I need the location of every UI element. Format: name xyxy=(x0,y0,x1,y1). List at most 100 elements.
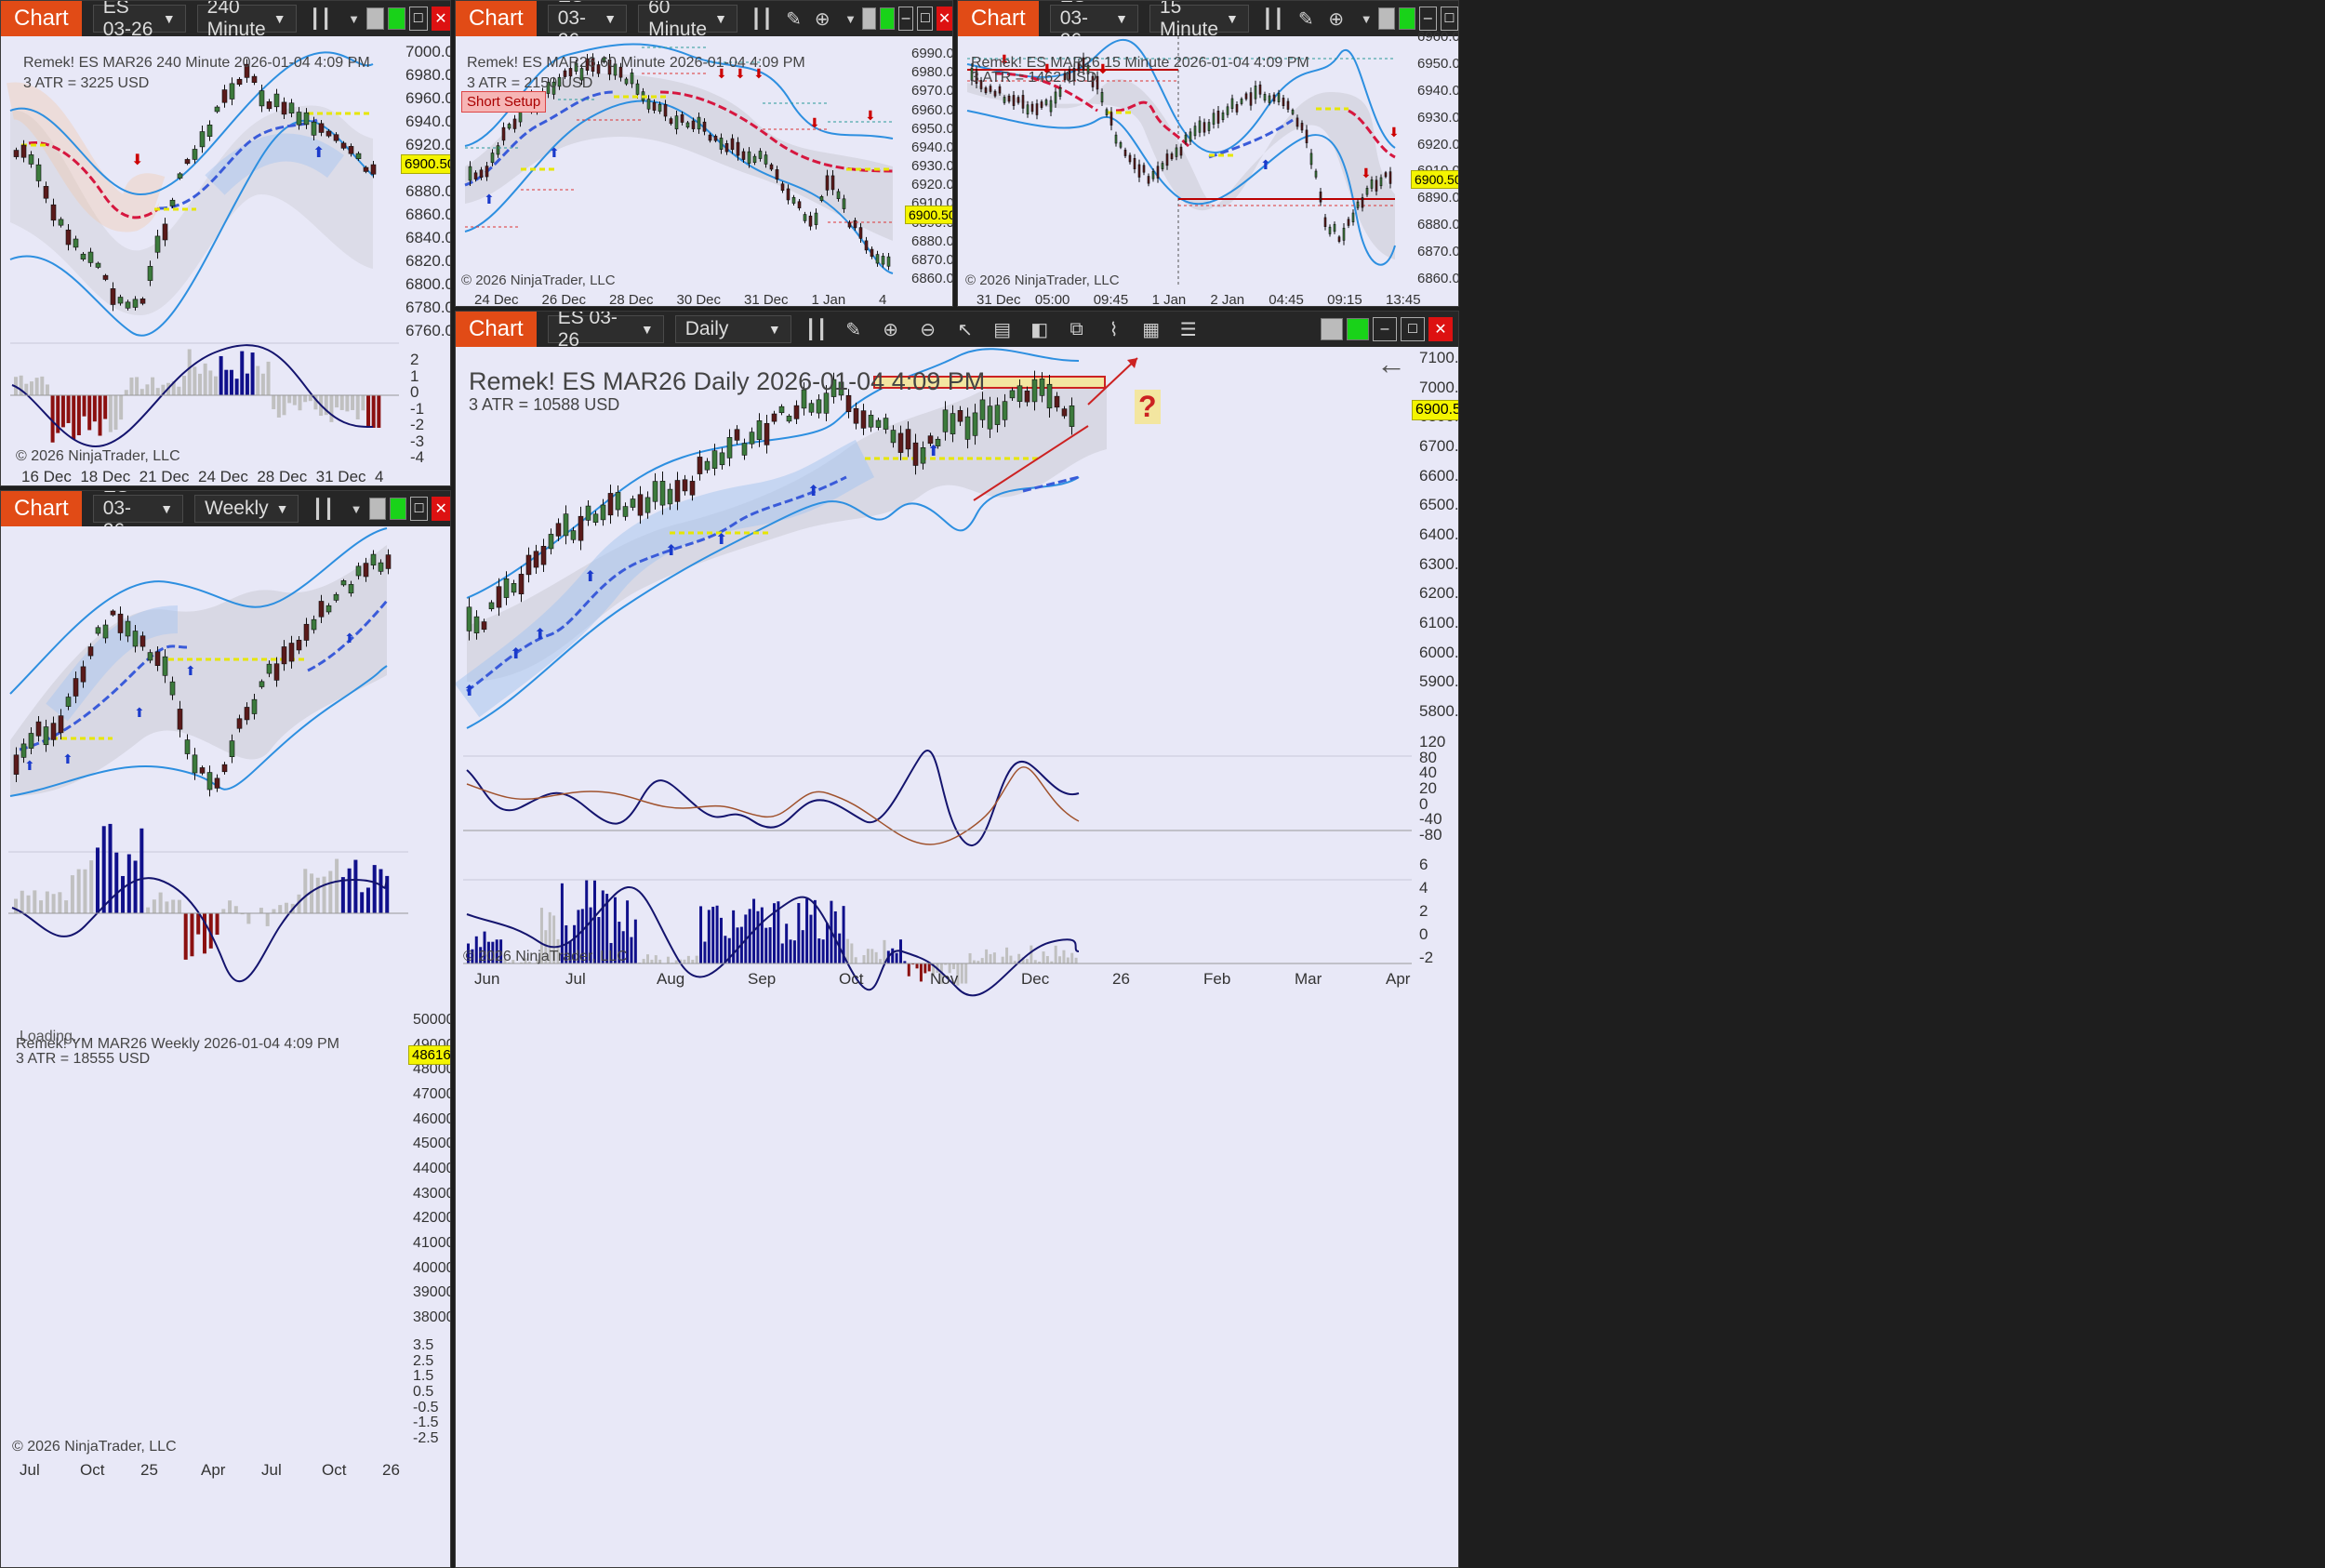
time-axis[interactable]: 16 Dec 18 Dec 21 Dec 24 Dec 28 Dec 31 Dec 4 Ja… xyxy=(10,468,401,485)
chevron-down-icon[interactable]: ▼ xyxy=(348,11,360,26)
maximize-icon[interactable]: □ xyxy=(917,7,934,31)
instrument-select[interactable]: ES 03-26▼ xyxy=(547,1,628,51)
price-axis[interactable]: 6960.006950.006940.006930.006920.006910.… xyxy=(1417,29,1458,289)
maximize-icon[interactable]: □ xyxy=(1401,317,1425,341)
price-axis[interactable]: 7100.007000.006800.006700.006600.006500.… xyxy=(1419,349,1458,721)
candle xyxy=(646,99,651,110)
interval-select[interactable]: 15 Minute ▼ xyxy=(1149,1,1249,40)
candle xyxy=(842,198,846,209)
link-green-button[interactable] xyxy=(389,498,406,520)
bar-type-icon[interactable]: ┃┃ xyxy=(312,498,335,520)
histogram-bar xyxy=(826,923,830,963)
pencil-icon[interactable]: ✎ xyxy=(786,8,802,30)
chart-menu-button[interactable]: Chart xyxy=(456,312,537,347)
chart-menu-button[interactable]: Chart xyxy=(958,1,1039,36)
projection-arrow[interactable] xyxy=(1087,357,1138,405)
candle xyxy=(318,123,325,133)
trendline[interactable] xyxy=(973,425,1089,501)
zoom-in-icon[interactable]: ⊕ xyxy=(1328,8,1345,30)
strategies-icon[interactable]: ⧉ xyxy=(1070,318,1083,339)
chevron-down-icon[interactable]: ▼ xyxy=(1360,11,1373,26)
candle xyxy=(132,299,139,308)
candle xyxy=(1026,104,1030,115)
bar-type-icon[interactable]: ┃┃ xyxy=(1261,8,1284,30)
properties-icon[interactable]: ◧ xyxy=(1030,319,1049,340)
chart-menu-button[interactable]: Chart xyxy=(1,491,82,526)
indicators-icon[interactable]: ⌇ xyxy=(1109,319,1119,340)
close-icon[interactable]: ✕ xyxy=(431,7,450,31)
link-green-button[interactable] xyxy=(388,7,405,30)
bar-type-icon[interactable]: ┃┃ xyxy=(804,319,828,340)
candle xyxy=(912,442,919,466)
instrument-select[interactable]: ES 03-26▼ xyxy=(92,491,184,541)
link-gray-button[interactable] xyxy=(1378,7,1396,30)
price-chart-60[interactable]: ⬆ ⬆ ⬇ ⬇ ⬇ ⬇ ⬇ xyxy=(456,36,953,307)
price-chart-weekly[interactable]: ⬆ ⬆ ⬆ ⬆ ⬆ xyxy=(1,526,451,1568)
chart-menu-button[interactable]: Chart xyxy=(456,1,537,36)
price-tick: 40000 xyxy=(413,1259,451,1276)
time-axis[interactable]: 24 Dec 26 Dec 28 Dec 30 Dec 31 Dec 1 Jan 4 Jan xyxy=(463,292,905,306)
link-green-button[interactable] xyxy=(1399,7,1415,30)
maximize-icon[interactable]: □ xyxy=(408,7,428,31)
zoom-out-icon[interactable]: ⊖ xyxy=(920,319,937,340)
price-chart-15[interactable]: ⬇ ⬇ ⬇ ⬆ ⬇ ⬇ xyxy=(958,36,1459,307)
link-gray-button[interactable] xyxy=(1321,318,1343,340)
candle xyxy=(1212,113,1216,125)
interval-select[interactable]: Daily ▼ xyxy=(674,315,791,343)
list-icon[interactable]: ☰ xyxy=(1179,319,1197,340)
back-arrow-icon[interactable]: ← xyxy=(1376,347,1406,380)
time-axis[interactable]: 31 Dec 05:00 09:45 1 Jan 2 Jan 04:45 09:15 13:4… xyxy=(965,292,1421,306)
interval-select[interactable]: Weekly ▼ xyxy=(194,495,299,523)
interval-select[interactable]: 240 Minute ▼ xyxy=(196,1,297,40)
histogram-bar xyxy=(187,349,192,395)
candle xyxy=(214,777,220,789)
pencil-icon[interactable]: ✎ xyxy=(845,319,862,340)
histogram-bar xyxy=(335,858,339,913)
candle xyxy=(726,437,733,458)
atr-label: 3 ATR = 3225 USD xyxy=(23,75,150,91)
bar-type-icon[interactable]: ┃┃ xyxy=(750,8,774,30)
time-axis[interactable]: Jun Jul Aug Sep Oct Nov Dec 26 Feb Mar Apr xyxy=(463,970,1412,989)
price-axis[interactable]: 5000049000480004700046000450004400043000… xyxy=(413,1012,451,1328)
instrument-select[interactable]: ES 03-26▼ xyxy=(92,1,186,40)
histogram-bar xyxy=(903,961,907,963)
price-chart-240[interactable]: ⬇ ⬆ xyxy=(1,36,451,486)
time-axis[interactable]: Jul Oct 25 Apr Jul Oct 26 xyxy=(8,1461,408,1480)
link-gray-button[interactable] xyxy=(861,7,877,30)
minimize-icon[interactable]: – xyxy=(1373,317,1397,341)
link-gray-button[interactable] xyxy=(366,7,384,30)
close-icon[interactable]: ✕ xyxy=(432,497,450,521)
price-chart-daily[interactable]: ⬆ ⬆ ⬆ ⬆ ⬆ ⬆ ⬆ ⬆ xyxy=(456,347,1459,1568)
zoom-in-icon[interactable]: ⊕ xyxy=(883,319,899,340)
price-axis[interactable]: 6990.00 6980.00 6970.006960.00 6950.00 6940.… xyxy=(911,46,952,289)
maximize-icon[interactable]: □ xyxy=(1440,7,1458,31)
chevron-down-icon[interactable]: ▼ xyxy=(350,501,363,516)
close-icon[interactable]: ✕ xyxy=(937,7,952,31)
buy-arrow: ⬆ xyxy=(484,192,495,206)
data-box-icon[interactable]: ▤ xyxy=(993,319,1012,340)
candle xyxy=(659,481,666,506)
templates-icon[interactable]: ▦ xyxy=(1142,319,1161,340)
link-gray-button[interactable] xyxy=(368,498,386,520)
link-green-button[interactable] xyxy=(880,7,895,30)
instrument-select[interactable]: ES 03-26▼ xyxy=(547,312,664,351)
interval-select[interactable]: 60 Minute ▼ xyxy=(638,1,737,40)
price-axis[interactable]: 7000.006980.006960.006940.006920.006900.… xyxy=(405,43,450,340)
pencil-icon[interactable]: ✎ xyxy=(1297,8,1314,30)
minimize-icon[interactable]: – xyxy=(897,7,914,31)
link-green-button[interactable] xyxy=(1347,318,1369,340)
close-icon[interactable]: ✕ xyxy=(1428,317,1453,341)
bar-type-icon[interactable]: ┃┃ xyxy=(309,8,332,30)
chevron-down-icon[interactable]: ▼ xyxy=(844,11,857,26)
histogram-bar xyxy=(467,943,470,963)
chart-menu-button[interactable]: Chart xyxy=(1,1,82,36)
chart-title: Remek! ES MAR26 240 Minute 2026-01-04 4:… xyxy=(23,55,370,71)
zoom-in-icon[interactable]: ⊕ xyxy=(814,8,830,30)
maximize-icon[interactable]: □ xyxy=(409,497,429,521)
histogram-bar xyxy=(221,909,226,913)
instrument-select[interactable]: ES 03-26▼ xyxy=(1049,1,1138,51)
pointer-icon[interactable]: ↖ xyxy=(957,319,974,340)
minimize-icon[interactable]: – xyxy=(1418,7,1437,31)
candle xyxy=(28,154,34,165)
candle xyxy=(994,405,1001,425)
